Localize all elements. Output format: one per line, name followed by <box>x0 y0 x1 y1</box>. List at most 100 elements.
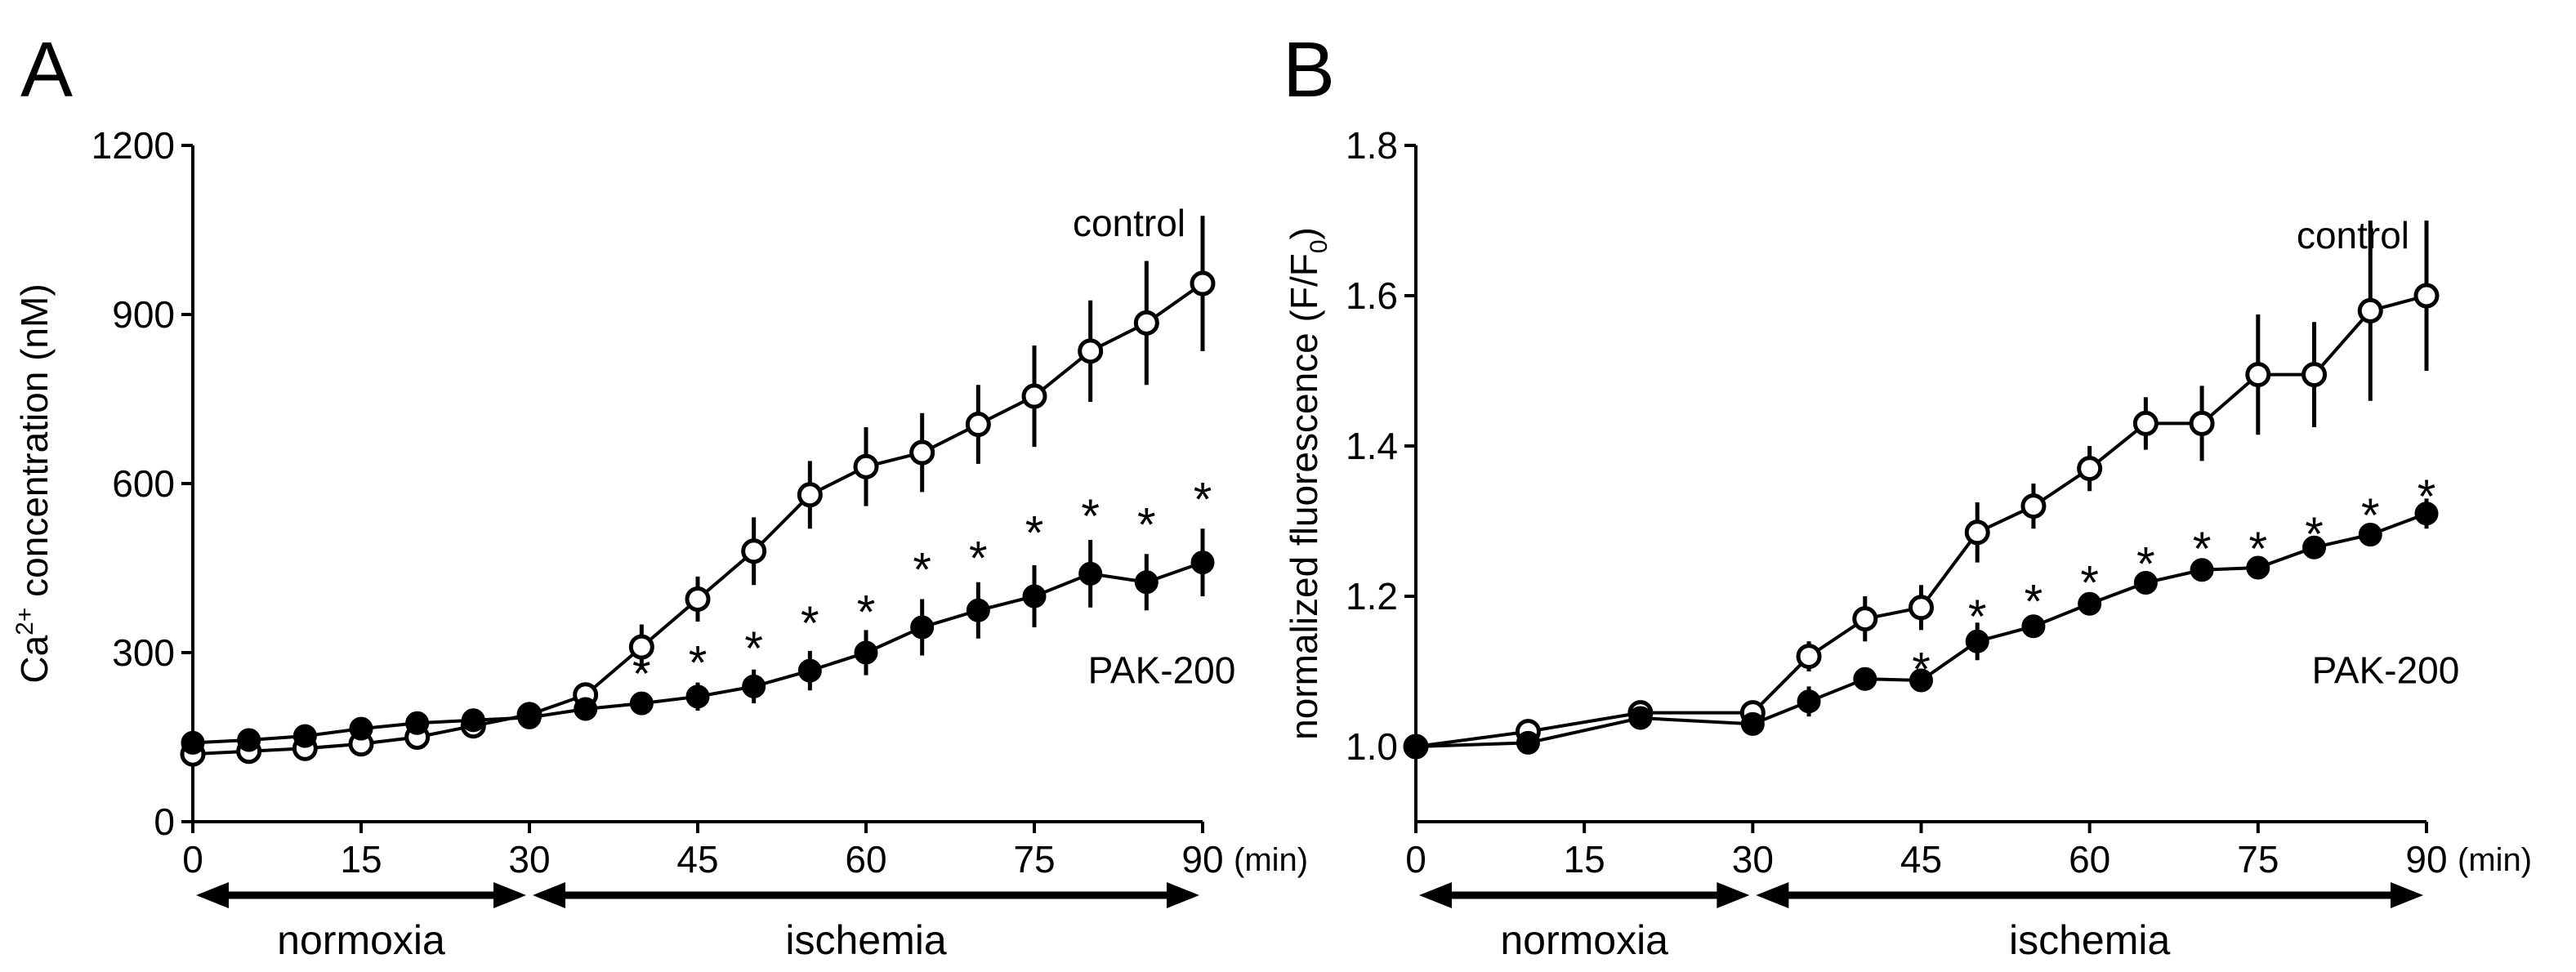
x-tick-label: 90 <box>1181 838 1223 881</box>
phase-arrow-ischemia <box>1756 882 2423 908</box>
data-point <box>1964 519 1990 546</box>
phase-arrow-normoxia <box>196 882 526 908</box>
series-pak-200 <box>181 528 1215 755</box>
data-point <box>1628 706 1653 730</box>
significance-star: * <box>1081 490 1100 543</box>
y-tick-label: 1.2 <box>1346 575 1398 618</box>
series-label-control: control <box>1073 202 1185 244</box>
x-unit-label: (min) <box>2458 842 2532 878</box>
data-point <box>461 708 485 733</box>
x-tick-label: 15 <box>340 838 382 881</box>
x-tick-label: 15 <box>1564 838 1605 881</box>
x-tick-label: 30 <box>1732 838 1774 881</box>
significance-star: * <box>1025 507 1044 560</box>
data-point <box>574 697 598 721</box>
phase-label-ischemia: ischemia <box>785 917 946 963</box>
significance-star: * <box>1194 473 1212 526</box>
significance-star: * <box>689 636 708 689</box>
data-point <box>910 615 935 640</box>
significance-star: * <box>1912 643 1931 696</box>
arrow-head-right <box>2391 882 2423 908</box>
data-point <box>966 598 990 622</box>
y-tick-label: 1200 <box>92 124 175 167</box>
arrow-head-left <box>1419 882 1452 908</box>
data-point <box>1909 595 1934 621</box>
significance-star: * <box>1137 498 1156 551</box>
data-point <box>349 716 373 741</box>
arrow-head-left <box>196 882 229 908</box>
arrow-head-left <box>1756 882 1789 908</box>
data-point <box>181 730 205 755</box>
data-point <box>628 634 654 660</box>
y-tick-label: 1.4 <box>1346 425 1398 467</box>
phase-label-normoxia: normoxia <box>277 917 445 963</box>
data-point <box>1078 338 1104 364</box>
phase-arrow-ischemia <box>533 882 1199 908</box>
data-point <box>2358 523 2382 547</box>
data-point <box>2190 558 2214 582</box>
phase-arrow-normoxia <box>1419 882 1750 908</box>
data-point <box>1853 667 1877 691</box>
data-point <box>2245 362 2271 388</box>
data-point <box>517 705 542 729</box>
significance-star: * <box>969 533 988 586</box>
arrow-head-right <box>1167 882 1199 908</box>
data-point <box>742 674 766 698</box>
data-point <box>292 724 317 748</box>
data-point <box>2021 614 2046 639</box>
significance-star: * <box>2249 523 2268 576</box>
arrow-head-right <box>1717 882 1750 908</box>
y-tick-label: 600 <box>112 462 175 505</box>
y-tick-label: 900 <box>112 293 175 336</box>
data-point <box>1404 734 1428 759</box>
significance-star: * <box>2193 523 2212 576</box>
x-tick-label: 45 <box>1900 838 1942 881</box>
x-unit-label: (min) <box>1234 842 1308 878</box>
series-line-control <box>1415 294 2427 748</box>
data-point <box>797 482 823 508</box>
data-point <box>1022 584 1047 609</box>
series-label-control: control <box>2297 214 2409 256</box>
significance-star: * <box>632 648 651 701</box>
series-control <box>1403 221 2440 760</box>
x-tick-label: 75 <box>1013 838 1055 881</box>
significance-star: * <box>2361 489 2380 542</box>
significance-star: * <box>2080 557 2099 610</box>
data-point <box>1190 270 1216 297</box>
significance-star: * <box>913 544 931 597</box>
phase-label-normoxia: normoxia <box>1500 917 1668 963</box>
significance-star: * <box>2136 538 2155 591</box>
x-tick-label: 0 <box>182 838 203 881</box>
data-point <box>1797 689 1821 714</box>
x-tick-label: 0 <box>1405 838 1426 881</box>
data-point <box>2413 283 2440 309</box>
x-tick-label: 90 <box>2405 838 2447 881</box>
y-axis-title: Ca2+ concentration (nM) <box>11 283 56 683</box>
x-tick-label: 30 <box>508 838 550 881</box>
data-point <box>2132 410 2159 436</box>
data-point <box>1796 644 1822 670</box>
significance-star: * <box>2305 508 2324 561</box>
significance-star: * <box>801 597 819 650</box>
data-point <box>1134 570 1159 595</box>
data-point <box>1078 561 1103 586</box>
significance-star: * <box>857 586 876 639</box>
x-tick-label: 45 <box>676 838 718 881</box>
y-tick-label: 1.0 <box>1346 725 1398 768</box>
data-point <box>2078 591 2102 616</box>
data-point <box>2302 535 2327 560</box>
x-tick-label: 60 <box>2069 838 2110 881</box>
data-point <box>1190 551 1215 575</box>
data-point <box>909 439 935 466</box>
data-point <box>2077 456 2103 482</box>
data-point <box>1852 606 1878 632</box>
data-point <box>2246 555 2270 580</box>
data-point <box>2301 362 2328 388</box>
significance-star: * <box>744 622 763 675</box>
significance-star: * <box>2418 470 2436 524</box>
x-tick-label: 75 <box>2237 838 2279 881</box>
data-point <box>629 691 654 716</box>
series-pak-200 <box>1404 498 2439 759</box>
data-point <box>797 658 822 683</box>
